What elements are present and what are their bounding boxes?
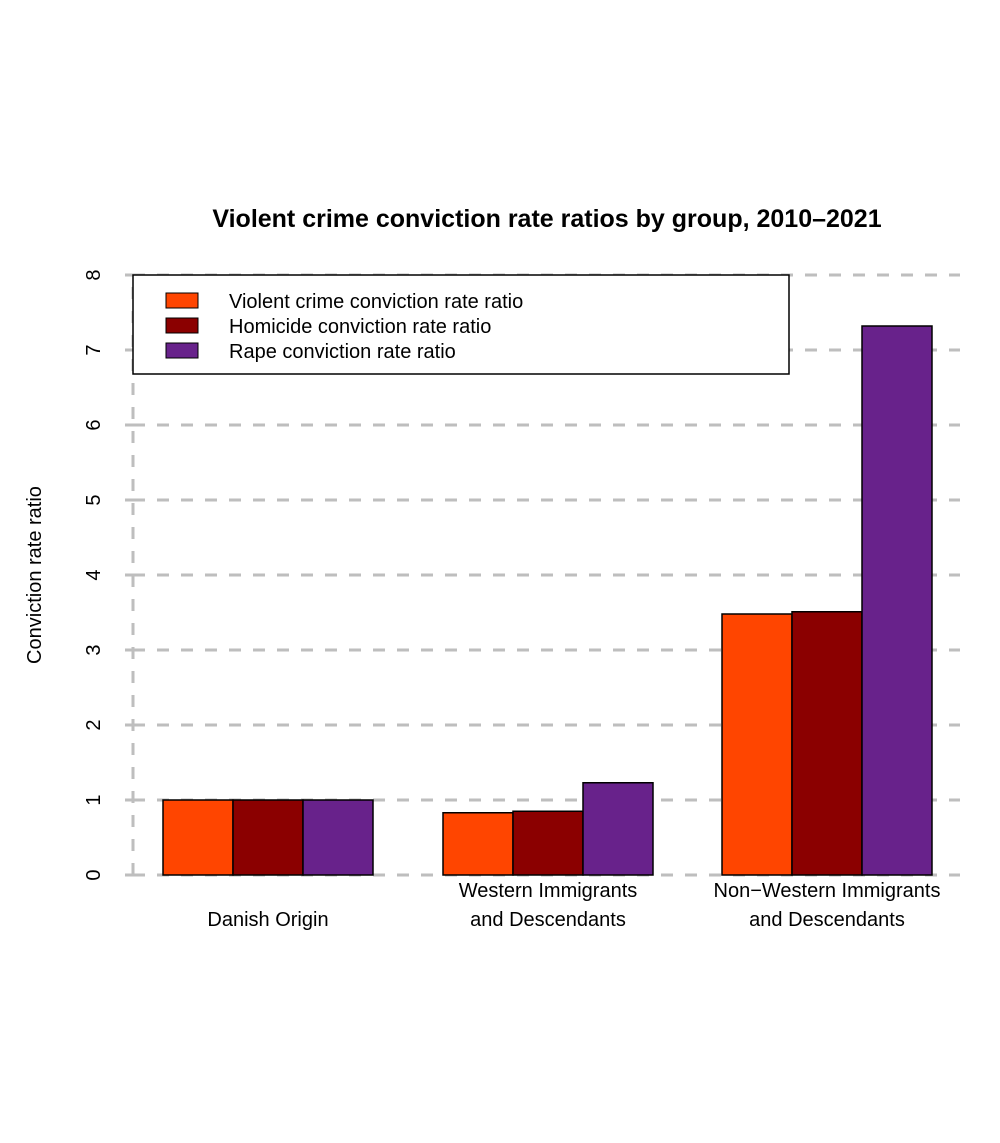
y-tick-label: 3 (83, 644, 105, 655)
y-tick-label: 7 (83, 344, 105, 355)
y-tick-label: 4 (83, 569, 105, 580)
bar (442, 812, 514, 876)
legend-label: Homicide conviction rate ratio (229, 316, 491, 338)
bar (162, 799, 234, 876)
y-tick-label: 2 (83, 719, 105, 730)
chart-title: Violent crime conviction rate ratios by … (212, 205, 881, 233)
legend-box (132, 274, 790, 375)
bar (302, 799, 374, 876)
bars (162, 325, 933, 876)
legend-swatch (165, 292, 199, 309)
x-category-label: Danish Origin (207, 909, 328, 931)
y-tick-label: 1 (83, 794, 105, 805)
y-tick-label: 8 (83, 269, 105, 280)
bar (512, 810, 584, 876)
x-category-label: Western Immigrants (459, 880, 638, 902)
x-category-label: and Descendants (749, 909, 905, 931)
legend-swatch (165, 317, 199, 334)
y-tick-label: 5 (83, 494, 105, 505)
x-category-label: Non−Western Immigrants (714, 880, 941, 902)
y-tick-label: 6 (83, 419, 105, 430)
legend-label: Rape conviction rate ratio (229, 341, 456, 363)
legend-label: Violent crime conviction rate ratio (229, 291, 523, 313)
bar (232, 799, 304, 876)
y-axis-label: Conviction rate ratio (24, 486, 46, 664)
legend: Violent crime conviction rate ratio Homic… (132, 274, 790, 375)
y-tick-label: 0 (83, 869, 105, 880)
bar (861, 325, 933, 876)
legend-swatch (165, 342, 199, 359)
y-axis-ticks: 0 1 2 3 4 5 6 7 8 (83, 269, 133, 881)
x-axis-category-labels: Danish Origin Western Immigrants and Desce… (207, 880, 940, 931)
bar (791, 611, 863, 876)
bar (582, 782, 654, 876)
bar (721, 613, 793, 876)
x-category-label: and Descendants (470, 909, 626, 931)
